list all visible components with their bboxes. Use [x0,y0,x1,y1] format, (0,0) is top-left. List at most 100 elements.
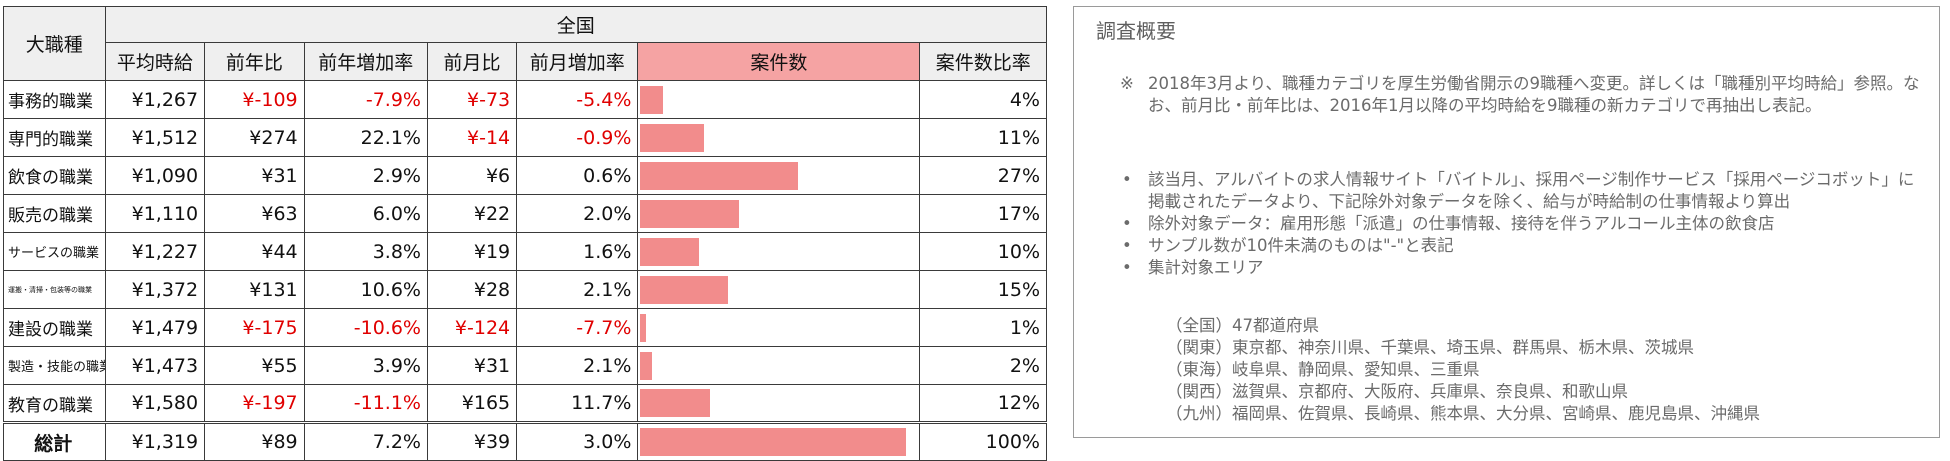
bullet-item: • 除外対象データ：雇用形態「派遣」の仕事情報、接待を伴うアルコール主体の飲食店 [1120,213,1920,235]
count-bar-cell [637,156,921,195]
count-bar-cell [637,80,921,119]
mom-cell: ¥28 [426,270,518,309]
count-bar-cell [637,384,921,423]
bullet-dot-icon: • [1122,236,1132,255]
mom-cell: ¥165 [426,384,518,423]
count-bar [640,123,705,152]
col-header-mom-rate: 前月増加率 [516,42,639,81]
bullet-text: 集計対象エリア [1148,258,1264,277]
yoy-rate-cell: -7.9% [303,80,428,119]
avg-wage-cell: ¥1,267 [104,80,206,119]
yoy-cell: ¥-197 [204,384,305,423]
bullet-dot-icon: • [1122,170,1132,189]
bullet-item: • 該当月、アルバイトの求人情報サイト「バイトル」、採用ページ制作サービス「採用ペ… [1120,169,1920,213]
yoy-rate-cell: 22.1% [303,118,428,157]
yoy-rate-cell: 3.8% [303,232,428,271]
job-name-cell: 建設の職業 [3,308,106,347]
yoy-cell: ¥131 [204,270,305,309]
table-row: 事務的職業 ¥1,267 ¥-109 -7.9% ¥-73 -5.4% 4% [3,80,1047,119]
mom-cell: ¥-124 [426,308,518,347]
area-line: （全国）47都道府県 [1166,316,1319,335]
job-wage-table: 大職種 全国 平均時給 前年比 前年増加率 前月比 前月増加率 案件数 案件数比… [3,6,1048,461]
area-list: （全国）47都道府県 （関東）東京都、神奈川県、千葉県、埼玉県、群馬県、栃木県、… [1166,315,1760,425]
mom-cell: ¥22 [426,194,518,233]
bullet-item: • サンプル数が10件未満のものは"-"と表記 [1120,235,1920,257]
table-row: サービスの職業 ¥1,227 ¥44 3.8% ¥19 1.6% 10% [3,232,1047,271]
mom-rate-cell: -7.7% [516,308,639,347]
survey-bullets: • 該当月、アルバイトの求人情報サイト「バイトル」、採用ページ制作サービス「採用ペ… [1120,169,1920,279]
area-line: （九州）福岡県、佐賀県、長崎県、熊本県、大分県、宮崎県、鹿児島県、沖縄県 [1166,404,1760,423]
avg-wage-cell: ¥1,110 [104,194,206,233]
yoy-cell: ¥-109 [204,80,305,119]
avg-wage-cell: ¥1,372 [104,270,206,309]
count-bar [640,351,653,380]
job-name-cell: 販売の職業 [3,194,106,233]
mom-rate-cell: 11.7% [516,384,639,423]
share-cell: 15% [919,270,1047,309]
area-line: （東海）岐阜県、静岡県、愛知県、三重県 [1166,360,1480,379]
share-cell: 12% [919,384,1047,423]
table-row: 販売の職業 ¥1,110 ¥63 6.0% ¥22 2.0% 17% [3,194,1047,233]
count-bar [640,313,647,342]
yoy-rate-cell: 7.2% [303,421,428,461]
count-bar [640,275,729,304]
yoy-cell: ¥-175 [204,308,305,347]
area-line: （関西）滋賀県、京都府、大阪府、兵庫県、奈良県、和歌山県 [1166,382,1628,401]
survey-note: ※ 2018年3月より、職種カテゴリを厚生労働省開示の9職種へ変更。詳しくは「職… [1120,73,1920,117]
yoy-rate-cell: 2.9% [303,156,428,195]
bullet-text: 除外対象データ：雇用形態「派遣」の仕事情報、接待を伴うアルコール主体の飲食店 [1148,214,1775,233]
mom-cell: ¥31 [426,346,518,385]
count-bar [640,428,907,456]
bullet-text: 該当月、アルバイトの求人情報サイト「バイトル」、採用ページ制作サービス「採用ペー… [1148,170,1915,211]
mom-cell: ¥-14 [426,118,518,157]
yoy-cell: ¥274 [204,118,305,157]
note-mark: ※ [1120,74,1134,93]
mom-cell: ¥39 [426,421,518,461]
job-name-cell: 総計 [3,421,106,461]
share-cell: 17% [919,194,1047,233]
note-text: 2018年3月より、職種カテゴリを厚生労働省開示の9職種へ変更。詳しくは「職種別… [1148,74,1920,115]
avg-wage-cell: ¥1,319 [104,421,206,461]
avg-wage-cell: ¥1,580 [104,384,206,423]
count-bar [640,85,664,114]
share-cell: 100% [919,421,1047,461]
col-header-mom: 前月比 [426,42,518,81]
table-row: 建設の職業 ¥1,479 ¥-175 -10.6% ¥-124 -7.7% 1% [3,308,1047,347]
bullet-text: サンプル数が10件未満のものは"-"と表記 [1148,236,1454,255]
share-cell: 4% [919,80,1047,119]
yoy-rate-cell: -10.6% [303,308,428,347]
avg-wage-cell: ¥1,090 [104,156,206,195]
yoy-rate-cell: 10.6% [303,270,428,309]
count-bar-cell [637,118,921,157]
table-row: 専門的職業 ¥1,512 ¥274 22.1% ¥-14 -0.9% 11% [3,118,1047,157]
mom-rate-cell: 0.6% [516,156,639,195]
mom-rate-cell: -0.9% [516,118,639,157]
col-header-count: 案件数 [637,42,921,81]
mom-cell: ¥-73 [426,80,518,119]
yoy-rate-cell: -11.1% [303,384,428,423]
yoy-cell: ¥44 [204,232,305,271]
col-header-share: 案件数比率 [919,42,1047,81]
mom-rate-cell: 2.0% [516,194,639,233]
count-bar-cell [637,421,921,461]
count-bar [640,199,740,228]
count-bar-cell [637,270,921,309]
yoy-rate-cell: 3.9% [303,346,428,385]
mom-cell: ¥19 [426,232,518,271]
job-name-cell: 飲食の職業 [3,156,106,195]
mom-rate-cell: 3.0% [516,421,639,461]
job-name-cell: サービスの職業 [3,232,106,271]
col-header-yoy: 前年比 [204,42,305,81]
mom-cell: ¥6 [426,156,518,195]
bullet-dot-icon: • [1122,214,1132,233]
avg-wage-cell: ¥1,512 [104,118,206,157]
table-row: 製造・技能の職業 ¥1,473 ¥55 3.9% ¥31 2.1% 2% [3,346,1047,385]
bullet-dot-icon: • [1122,258,1132,277]
area-line: （関東）東京都、神奈川県、千葉県、埼玉県、群馬県、栃木県、茨城県 [1166,338,1694,357]
table-row: 教育の職業 ¥1,580 ¥-197 -11.1% ¥165 11.7% 12% [3,384,1047,423]
share-cell: 2% [919,346,1047,385]
share-cell: 10% [919,232,1047,271]
count-bar-cell [637,232,921,271]
count-bar [640,389,711,417]
count-bar-cell [637,194,921,233]
